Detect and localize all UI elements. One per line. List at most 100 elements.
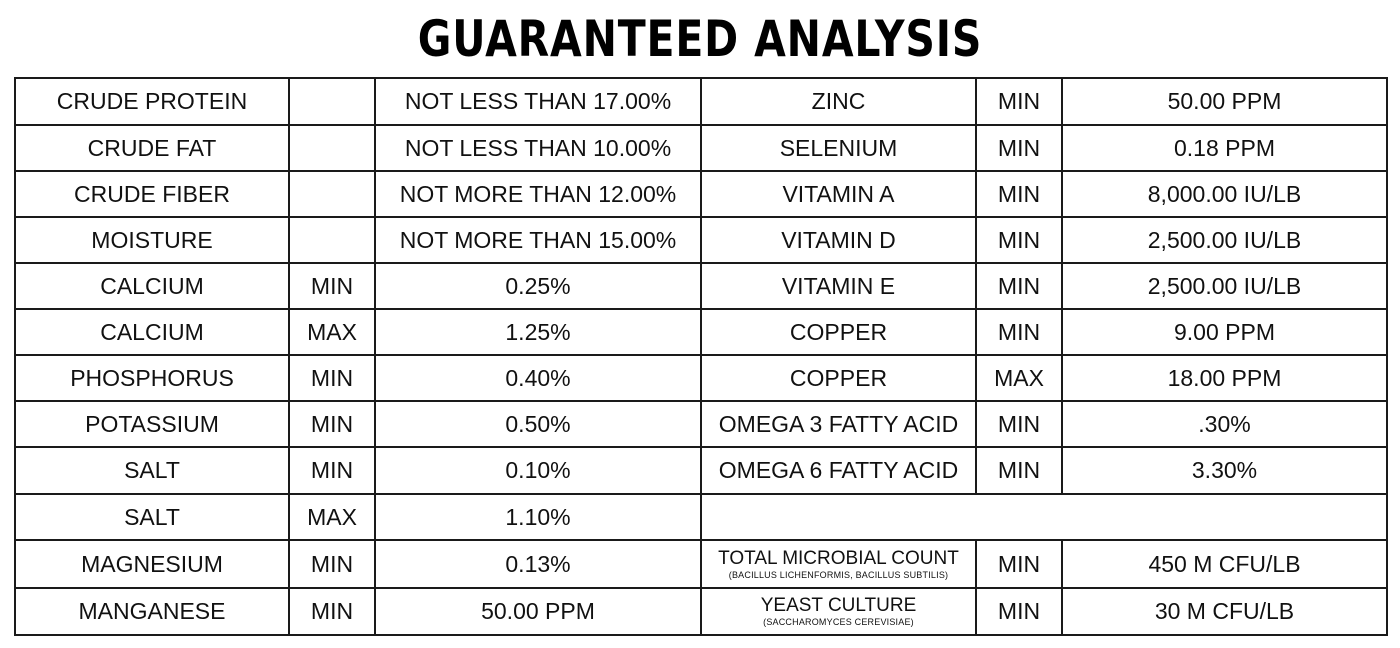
nutrient-qualifier: MIN [976, 401, 1062, 447]
row-divider [14, 170, 700, 172]
nutrient-name-text: VITAMIN A [782, 180, 895, 207]
nutrient-value-text: NOT MORE THAN 15.00% [399, 226, 677, 253]
nutrient-value-text: 0.10% [505, 457, 571, 483]
nutrient-value: 2,500.00 IU/LB [1062, 263, 1387, 309]
row-divider [700, 587, 1388, 589]
nutrient-value: NOT LESS THAN 17.00% [375, 78, 701, 125]
nutrient-value-text: 2,500.00 IU/LB [1147, 272, 1302, 299]
nutrient-qualifier-text: MIN [997, 88, 1041, 114]
nutrient-value: 0.13% [375, 540, 701, 588]
column-divider [975, 400, 977, 446]
nutrient-value-text: NOT LESS THAN 10.00% [404, 134, 672, 161]
column-divider [1061, 308, 1063, 354]
nutrient-qualifier-text: MIN [997, 318, 1041, 345]
nutrient-qualifier-text: MAX [994, 364, 1044, 391]
nutrient-name: CRUDE FAT [15, 125, 289, 171]
row-divider [14, 308, 700, 310]
nutrient-value-text: 0.40% [505, 364, 571, 391]
nutrient-name-text: COPPER [789, 364, 888, 391]
row-divider [14, 539, 700, 541]
nutrient-qualifier: MIN [289, 447, 375, 494]
nutrient-qualifier: MIN [289, 588, 375, 635]
nutrient-name-text: CRUDE PROTEIN [56, 88, 248, 114]
nutrient-value: 50.00 PPM [375, 588, 701, 635]
nutrient-name: SELENIUM [701, 125, 976, 171]
nutrient-value: 30 M CFU/LB [1062, 588, 1387, 635]
nutrient-name: CRUDE FIBER [15, 171, 289, 217]
nutrient-value-text: 2,500.00 IU/LB [1147, 226, 1302, 253]
nutrient-value: 8,000.00 IU/LB [1062, 171, 1387, 217]
row-divider [700, 124, 1388, 126]
nutrient-name: SALT [15, 447, 289, 494]
nutrient-name-text: MANGANESE [78, 598, 226, 624]
nutrient-name: MOISTURE [15, 217, 289, 263]
nutrient-name: POTASSIUM [15, 401, 289, 447]
nutrient-qualifier: MIN [976, 588, 1062, 635]
nutrient-value: 1.25% [375, 309, 701, 355]
row-divider [700, 446, 1388, 448]
nutrient-name: COPPER [701, 309, 976, 355]
nutrient-qualifier: MIN [976, 125, 1062, 171]
nutrient-value-text: 1.10% [505, 503, 571, 530]
nutrient-name-text: MAGNESIUM [81, 550, 223, 577]
nutrient-name: YEAST CULTURE (SACCHAROMYCES CEREVISIAE) [701, 588, 976, 635]
column-divider [700, 77, 702, 634]
nutrient-value-text: 0.50% [505, 410, 571, 437]
nutrient-qualifier-text: MIN [310, 550, 354, 577]
nutrient-qualifier-text: MIN [997, 410, 1041, 437]
nutrient-name-text: CALCIUM [100, 272, 204, 299]
nutrient-qualifier: MIN [976, 217, 1062, 263]
nutrient-value: 2,500.00 IU/LB [1062, 217, 1387, 263]
nutrient-qualifier: MIN [976, 447, 1062, 494]
row-divider [14, 493, 700, 495]
nutrient-qualifier [289, 125, 375, 171]
nutrient-name-text: MOISTURE [91, 226, 213, 253]
column-divider [1061, 77, 1063, 124]
nutrient-name: CALCIUM [15, 263, 289, 309]
nutrient-value-text: 0.18 PPM [1174, 134, 1275, 161]
column-divider [975, 308, 977, 354]
row-divider [700, 262, 1388, 264]
table-left-border [14, 77, 16, 636]
nutrient-name-text: SALT [124, 457, 180, 483]
row-divider [14, 446, 700, 448]
column-divider [374, 77, 376, 634]
nutrient-name-text: YEAST CULTURE [760, 595, 917, 616]
table-right-border [1386, 77, 1388, 636]
row-divider [700, 634, 1388, 636]
row-divider [14, 587, 700, 589]
nutrient-name: COPPER [701, 355, 976, 401]
nutrient-value: 3.30% [1062, 447, 1387, 494]
nutrient-value: 450 M CFU/LB [1062, 540, 1387, 588]
nutrient-value-text: 30 M CFU/LB [1154, 598, 1295, 624]
nutrient-value-text: 18.00 PPM [1167, 364, 1282, 391]
nutrient-name: ZINC [701, 78, 976, 125]
nutrient-name-text: SALT [124, 503, 180, 530]
nutrient-qualifier [289, 78, 375, 125]
column-divider [1061, 354, 1063, 400]
page-title: GUARANTEED ANALYSIS [417, 10, 983, 68]
nutrient-name: SALT [15, 494, 289, 540]
nutrient-name-text: ZINC [811, 88, 866, 114]
column-divider [975, 539, 977, 587]
row-divider [700, 354, 1388, 356]
nutrient-qualifier: MAX [976, 355, 1062, 401]
nutrient-qualifier-text: MIN [310, 272, 354, 299]
nutrient-value-text: 0.13% [505, 550, 571, 577]
column-divider [1061, 446, 1063, 493]
nutrient-value: 0.25% [375, 263, 701, 309]
row-divider [14, 354, 700, 356]
nutrient-name-text: VITAMIN E [781, 272, 896, 299]
nutrient-qualifier-text: MIN [997, 226, 1041, 253]
nutrient-qualifier-text: MIN [310, 364, 354, 391]
nutrient-value: 50.00 PPM [1062, 78, 1387, 125]
nutrient-value: NOT LESS THAN 10.00% [375, 125, 701, 171]
nutrient-value-text: 1.25% [505, 318, 571, 345]
nutrient-value: 9.00 PPM [1062, 309, 1387, 355]
nutrient-name-text: SELENIUM [779, 134, 898, 161]
nutrient-name: PHOSPHORUS [15, 355, 289, 401]
row-divider [700, 493, 1388, 495]
nutrient-value: 0.18 PPM [1062, 125, 1387, 171]
column-divider [975, 587, 977, 634]
